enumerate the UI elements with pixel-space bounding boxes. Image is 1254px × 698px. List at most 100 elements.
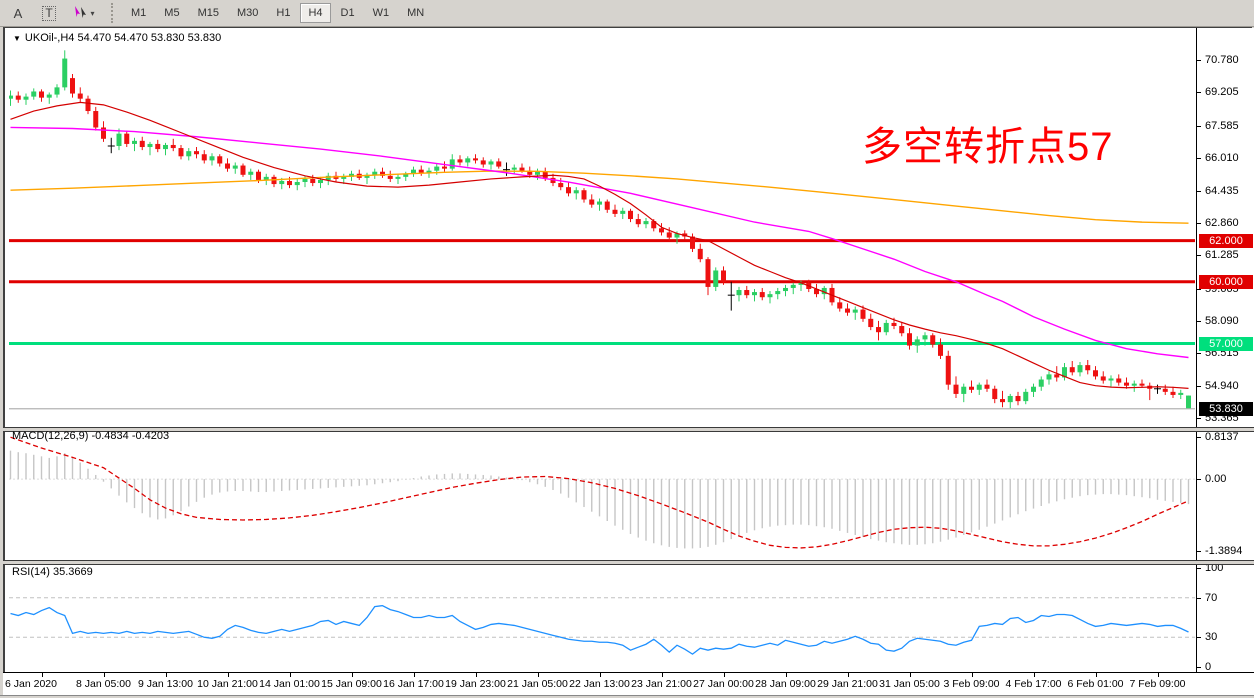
symbol-ohlc-title: UKOil-,H4 54.470 54.470 53.830 53.830 (24, 32, 222, 44)
toolbar-separator (111, 3, 116, 23)
timeframe-button-M1[interactable]: M1 (131, 7, 147, 19)
price-level-badge: 62.000 (1199, 233, 1253, 248)
price-axis-label: 69.205 (1205, 86, 1239, 99)
chart-text-annotation[interactable]: 多空转折点57 (862, 125, 1114, 169)
axis-tick (1197, 321, 1201, 323)
axis-tick (1197, 667, 1201, 668)
time-axis-tick (475, 673, 477, 677)
axis-tick (1197, 568, 1201, 569)
axis-tick (1197, 190, 1201, 192)
rsi-indicator-label: RSI(14) 35.3669 (12, 566, 93, 578)
text-label-tool-button[interactable]: A (13, 5, 23, 21)
axis-tick (1197, 550, 1201, 552)
axis-tick (1197, 637, 1201, 639)
time-axis-label: 27 Jan 00:00 (693, 678, 754, 690)
price-axis-label: 70.780 (1205, 54, 1239, 66)
time-axis-label: 22 Jan 13:00 (569, 678, 630, 690)
rsi-axis-label: 0 (1205, 661, 1212, 673)
macd-axis-label: 0.8137 (1205, 431, 1239, 443)
macd-indicator-label: MACD(12,26,9) -0.4834 -0.4203 (12, 430, 170, 442)
axis-tick (1197, 437, 1201, 438)
time-axis-tick (537, 673, 539, 677)
time-axis-label: 14 Jan 01:00 (259, 678, 320, 690)
timeframe-button-M5[interactable]: M5 (164, 7, 180, 19)
time-axis-label: 7 Feb 09:00 (1129, 678, 1186, 690)
time-axis-tick (103, 673, 105, 677)
time-axis-label: 3 Feb 09:00 (943, 678, 1000, 690)
time-axis-tick (909, 673, 911, 677)
timeframe-button-H4[interactable]: H4 (300, 3, 331, 23)
time-axis-tick (351, 673, 353, 677)
time-axis-label: 9 Jan 13:00 (138, 678, 193, 690)
timeframe-button-H1[interactable]: H1 (276, 7, 291, 19)
price-axis-label: 62.860 (1205, 216, 1239, 229)
caption-dropdown-arrow-icon[interactable]: ▼ (13, 34, 21, 43)
price-axis-label: 67.585 (1205, 119, 1239, 132)
macd-pane-separator[interactable] (3, 427, 1254, 432)
price-axis-label: 61.285 (1205, 249, 1239, 262)
timeframe-group: M1 M5 M15 M30 H1 H4 D1 W1 MN (122, 3, 433, 23)
axis-tick (1197, 92, 1201, 94)
text-box-tool-button[interactable]: T (36, 3, 62, 24)
timeframe-button-W1[interactable]: W1 (372, 7, 390, 19)
axis-tick (1197, 222, 1201, 224)
macd-axis-label: -1.3894 (1205, 544, 1243, 557)
time-axis-tick (1033, 673, 1035, 677)
time-axis-tick (723, 673, 725, 677)
time-axis-label: 6 Jan 2020 (5, 678, 57, 690)
axis-tick (1197, 353, 1201, 355)
rsi-pane-separator[interactable] (3, 560, 1254, 565)
timeframe-button-MN[interactable]: MN (407, 7, 425, 19)
timeframe-button-D1[interactable]: D1 (340, 7, 355, 19)
time-axis-tick (599, 673, 601, 677)
time-axis-label: 16 Jan 17:00 (383, 678, 444, 690)
rsi-axis-label: 70 (1205, 591, 1218, 604)
price-axis[interactable]: 70.780 69.205 67.585 66.010 64.435 62.860 61.2… (1196, 28, 1254, 673)
time-axis-tick (971, 673, 973, 677)
price-axis-label: 58.090 (1205, 315, 1239, 328)
time-axis-label: 15 Jan 09:00 (321, 678, 382, 690)
axis-tick (1197, 255, 1201, 257)
time-axis-label: 8 Jan 05:00 (76, 678, 131, 690)
time-axis-tick (165, 673, 167, 677)
axis-tick (1197, 418, 1201, 420)
price-axis-label: 54.940 (1205, 379, 1239, 392)
time-axis-tick (227, 673, 229, 677)
price-level-badge: 57.000 (1199, 336, 1253, 351)
axis-tick (1197, 479, 1201, 481)
cursor-tool-button[interactable]: ▾ (67, 3, 101, 24)
axis-tick (1197, 288, 1201, 290)
time-axis-tick (847, 673, 849, 677)
toolbar: A T ▾ M1 M5 M15 M30 H1 H4 D1 W1 MN (0, 0, 1254, 27)
time-axis-tick (1157, 673, 1159, 677)
axis-tick (1197, 60, 1201, 61)
time-axis[interactable]: 6 Jan 2020 8 Jan 05:00 9 Jan 13:00 10 Jan 2… (3, 672, 1254, 695)
rsi-axis-label: 100 (1205, 562, 1224, 574)
price-axis-label: 66.010 (1205, 152, 1239, 165)
price-axis-label: 64.435 (1205, 184, 1239, 197)
time-axis-label: 28 Jan 09:00 (755, 678, 816, 690)
time-axis-tick (289, 673, 291, 677)
time-axis-tick (1095, 673, 1097, 677)
price-level-badge: 60.000 (1199, 274, 1253, 289)
time-axis-tick (413, 673, 415, 677)
time-axis-tick (661, 673, 663, 677)
timeframe-button-M15[interactable]: M15 (197, 7, 219, 19)
time-axis-label: 23 Jan 21:00 (631, 678, 692, 690)
text-box-icon: T (42, 5, 56, 21)
time-axis-label: 21 Jan 05:00 (507, 678, 568, 690)
time-axis-label: 4 Feb 17:00 (1005, 678, 1062, 690)
rsi-axis-label: 30 (1205, 631, 1218, 644)
macd-axis-label: 0.00 (1205, 473, 1227, 486)
axis-tick (1197, 385, 1201, 387)
time-axis-label: 19 Jan 23:00 (445, 678, 506, 690)
timeframe-button-M30[interactable]: M30 (236, 7, 259, 19)
time-axis-label: 10 Jan 21:00 (197, 678, 258, 690)
time-axis-label: 31 Jan 05:00 (879, 678, 940, 690)
time-axis-label: 29 Jan 21:00 (817, 678, 878, 690)
axis-tick (1197, 125, 1201, 127)
axis-tick (1197, 158, 1201, 160)
window-bottom-edge (0, 695, 1254, 698)
